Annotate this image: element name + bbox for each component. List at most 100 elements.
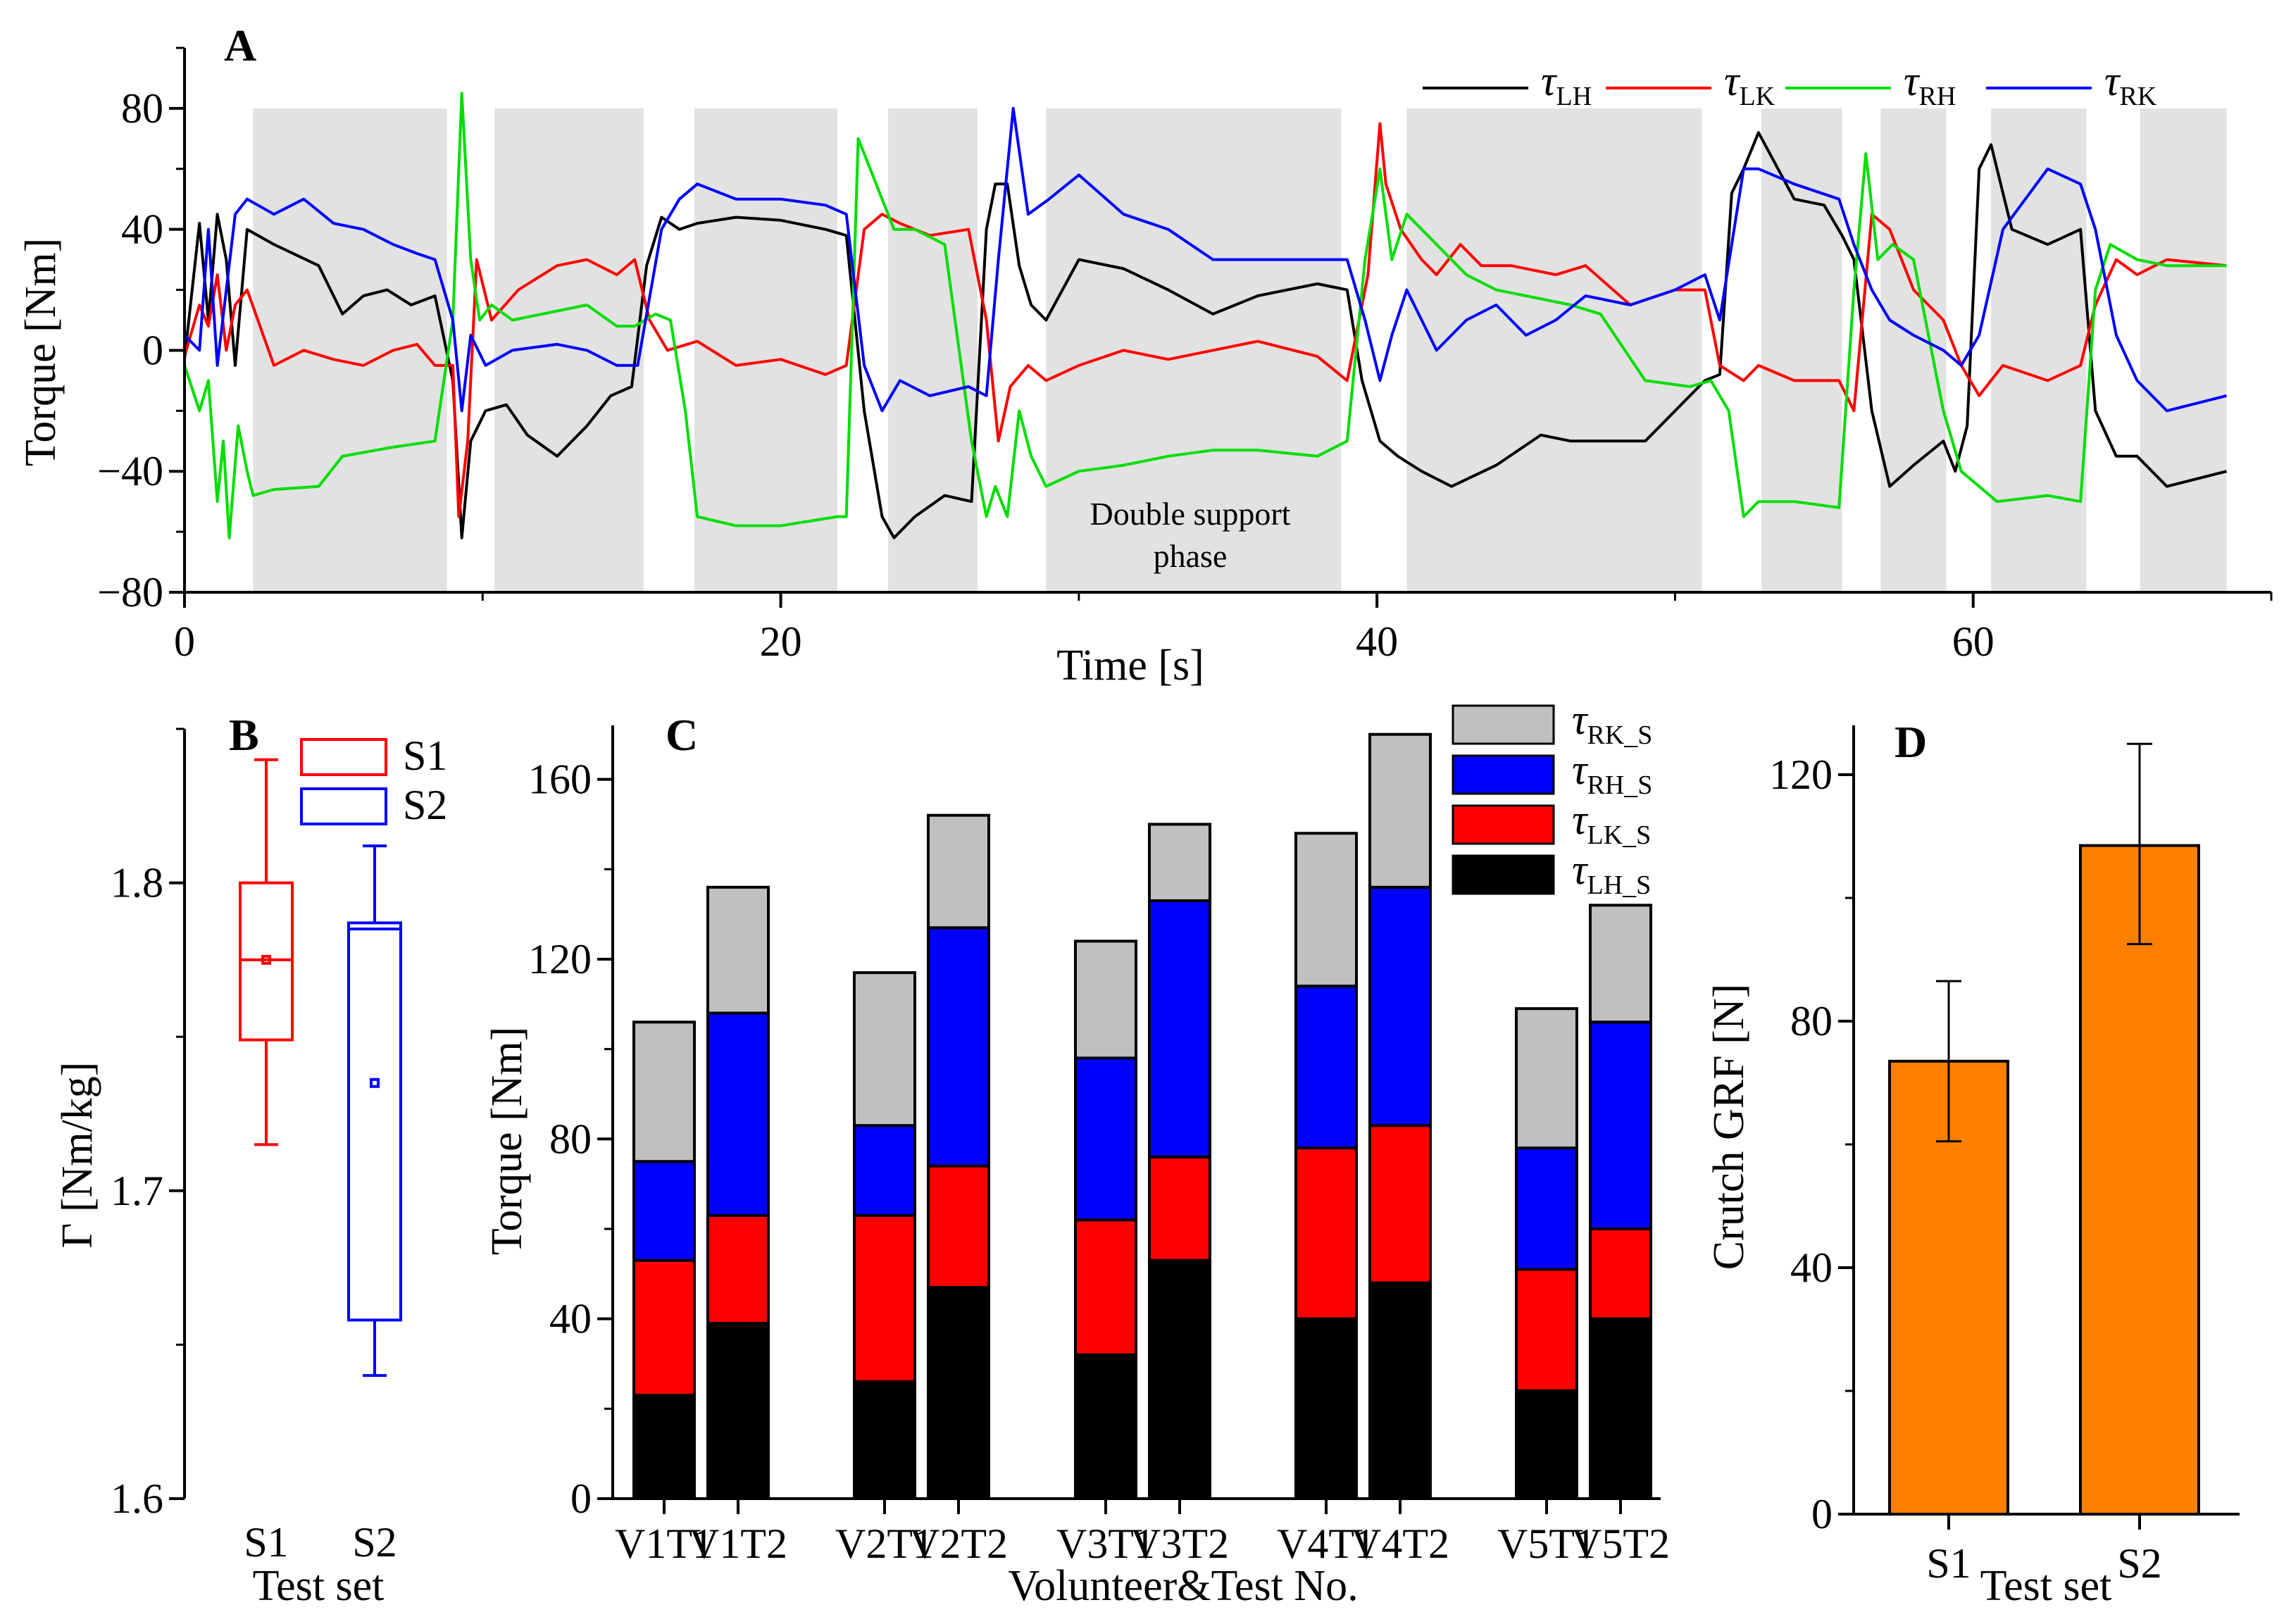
x-tick-label: V2T2 bbox=[909, 1520, 1008, 1567]
bar-v3t2-lk_s bbox=[1148, 1155, 1211, 1262]
legend-label-lh: τLH bbox=[1541, 58, 1592, 111]
x-tick-label: S1 bbox=[244, 1519, 288, 1566]
bar-v3t1-rk_s bbox=[1074, 939, 1137, 1060]
bar-v2t2-rk_s bbox=[927, 813, 990, 930]
bar-v2t1-lh_s bbox=[853, 1380, 916, 1501]
bar-v3t2-lh_s bbox=[1148, 1258, 1211, 1501]
y-tick-label: 1.6 bbox=[111, 1475, 163, 1522]
bar-v5t2-lh_s bbox=[1589, 1317, 1652, 1500]
legend-label-s1: S1 bbox=[403, 732, 447, 779]
legend-label-rk_s: τRK_S bbox=[1572, 697, 1652, 750]
panel-a-xlabel: Time [s] bbox=[1056, 642, 1204, 689]
bar-v1t1-rk_s bbox=[632, 1020, 696, 1163]
legend-swatch-s1 bbox=[300, 738, 387, 776]
bar-v4t1-lk_s bbox=[1294, 1147, 1358, 1320]
double-support-shading bbox=[253, 108, 2227, 592]
shade-interval-3 bbox=[694, 108, 837, 592]
legend-label-rh_s: τRH_S bbox=[1572, 747, 1652, 800]
y-tick-label: 1.7 bbox=[111, 1168, 163, 1214]
torque-lines bbox=[183, 92, 2227, 539]
bar-s2 bbox=[2079, 844, 2200, 1516]
bar-v5t2-rh_s bbox=[1589, 1020, 1652, 1230]
y-tick-label: 80 bbox=[121, 85, 163, 132]
y-tick-label: −40 bbox=[97, 448, 163, 494]
panel-d-ylabel: Crutch GRF [N] bbox=[1705, 984, 1753, 1270]
y-tick-label: 40 bbox=[549, 1296, 592, 1342]
y-tick-label: 160 bbox=[528, 756, 592, 803]
panel-b-xlabel: Test set bbox=[253, 1562, 385, 1610]
x-tick-label: 0 bbox=[174, 618, 195, 665]
legend-label-lk: τLK bbox=[1724, 58, 1775, 111]
bar-v4t2-lk_s bbox=[1368, 1124, 1432, 1285]
y-tick-label: 80 bbox=[549, 1116, 592, 1162]
box-s2 bbox=[347, 921, 402, 1322]
panel-d: 0 40 80 120 S1 S2 D Test set Crutch GRF [N] bbox=[1705, 717, 2240, 1610]
x-tick-label: V1T1 bbox=[615, 1520, 713, 1567]
legend-swatch-lh_s bbox=[1452, 854, 1555, 895]
bar-v5t1-rk_s bbox=[1515, 1007, 1578, 1150]
legend-label-rk: τRK bbox=[2104, 58, 2157, 111]
bar-v2t1-lk_s bbox=[853, 1213, 916, 1384]
y-tick-label: −80 bbox=[97, 569, 163, 616]
bar-v1t2-lk_s bbox=[706, 1213, 770, 1325]
panel-a: −80 −40 0 40 80 0 20 40 60 A Double support phas… bbox=[17, 20, 2273, 689]
series-line-rh bbox=[183, 92, 2227, 539]
x-tick-label: V5T2 bbox=[1571, 1520, 1670, 1567]
y-tick-label: 40 bbox=[1790, 1244, 1833, 1291]
panel-b-ylabel: Γ [Nm/kg] bbox=[54, 1062, 101, 1249]
panel-a-ylabel: Torque [Nm] bbox=[17, 238, 65, 467]
y-tick-label: 80 bbox=[1790, 998, 1833, 1044]
bar-v1t1-lh_s bbox=[632, 1394, 696, 1501]
shade-interval-7 bbox=[1761, 108, 1842, 592]
legend-swatch-rk_s bbox=[1452, 704, 1555, 745]
x-tick-label: 60 bbox=[1952, 618, 1995, 665]
bar-v3t1-rh_s bbox=[1074, 1056, 1137, 1222]
bar-v1t1-lk_s bbox=[632, 1258, 696, 1397]
x-tick-label: V1T2 bbox=[689, 1520, 787, 1567]
shade-interval-6 bbox=[1406, 108, 1702, 592]
panel-d-xlabel: Test set bbox=[1980, 1562, 2112, 1610]
shade-interval-1 bbox=[253, 108, 447, 592]
x-tick-label: V3T2 bbox=[1130, 1520, 1229, 1567]
bar-v1t2-rh_s bbox=[706, 1011, 770, 1217]
y-tick-label: 120 bbox=[1769, 751, 1833, 798]
x-tick-label: S1 bbox=[1926, 1540, 1971, 1587]
shade-interval-10 bbox=[2140, 108, 2227, 592]
shade-interval-4 bbox=[887, 108, 978, 592]
panel-a-legend: τLH τLK τRH τRK bbox=[1423, 58, 2157, 111]
panel-c-letter: C bbox=[666, 710, 698, 760]
x-tick-label: V4T2 bbox=[1351, 1520, 1449, 1567]
x-tick-label: V5T1 bbox=[1497, 1520, 1596, 1567]
bar-v1t1-rh_s bbox=[632, 1160, 696, 1262]
legend-swatch-lk_s bbox=[1452, 804, 1555, 845]
panel-a-axes: −80 −40 0 40 80 0 20 40 60 bbox=[97, 46, 2273, 665]
x-tick-label: 40 bbox=[1356, 618, 1398, 665]
bar-v5t1-rh_s bbox=[1515, 1147, 1578, 1271]
double-support-label-line2: phase bbox=[1154, 538, 1228, 574]
bar-v4t1-rh_s bbox=[1294, 985, 1358, 1150]
bar-v4t1-rk_s bbox=[1294, 832, 1358, 988]
series-line-rk bbox=[183, 106, 2227, 413]
y-tick-label: 120 bbox=[528, 936, 592, 982]
x-tick-label: V4T1 bbox=[1277, 1520, 1375, 1567]
series-line-lk bbox=[183, 122, 2227, 518]
y-tick-label: 40 bbox=[121, 206, 163, 253]
x-tick-label: S2 bbox=[352, 1519, 397, 1566]
panel-c-xlabel: Volunteer&Test No. bbox=[1008, 1562, 1358, 1610]
y-tick-label: 1.8 bbox=[111, 860, 163, 906]
bar-v4t2-rh_s bbox=[1368, 885, 1432, 1128]
bar-v2t2-lh_s bbox=[927, 1285, 990, 1500]
x-tick-label: V2T1 bbox=[835, 1520, 934, 1567]
x-tick-label: S2 bbox=[2117, 1540, 2161, 1587]
shade-interval-8 bbox=[1880, 108, 1947, 592]
bar-v2t2-lk_s bbox=[927, 1164, 990, 1289]
bar-v5t1-lh_s bbox=[1515, 1389, 1578, 1500]
panel-c-bars bbox=[632, 732, 1652, 1501]
panel-b-boxes bbox=[239, 758, 402, 1378]
box-s1 bbox=[239, 881, 294, 1042]
legend-label-lk_s: τLK_S bbox=[1572, 797, 1651, 850]
y-tick-label: 0 bbox=[142, 327, 163, 373]
